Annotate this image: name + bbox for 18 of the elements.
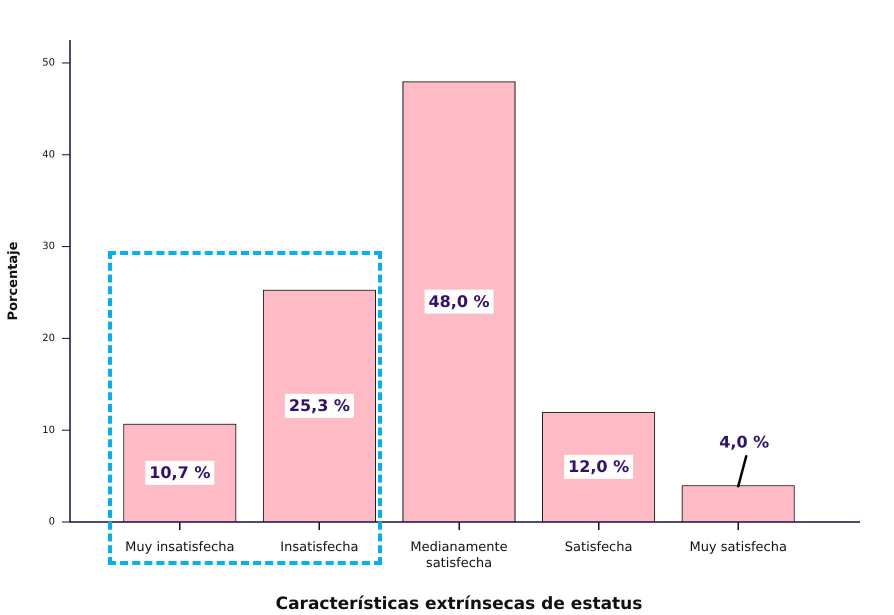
y-tick-label: 40 — [42, 149, 55, 160]
data-label: 25,3 % — [288, 396, 350, 416]
y-axis-title: Porcentaje — [6, 241, 22, 320]
data-label: 4,0 % — [719, 432, 770, 452]
y-tick-label: 20 — [42, 332, 55, 344]
data-label: 10,7 % — [149, 463, 210, 482]
x-tick-label: Muy insatisfecha — [125, 540, 234, 556]
x-tick-label: Medianamente satisfecha — [410, 540, 508, 571]
x-tick-label: Insatisfecha — [280, 540, 359, 556]
x-tick-label: Satisfecha — [564, 540, 632, 556]
x-axis-title: Características extrínsecas de estatus — [276, 594, 642, 614]
y-tick-label: 0 — [48, 516, 55, 528]
data-label: 12,0 % — [568, 457, 630, 476]
x-tick-label: Muy satisfecha — [689, 540, 787, 556]
y-tick-label: 50 — [42, 58, 55, 69]
data-label: 48,0 % — [428, 292, 490, 311]
y-tick-label: 10 — [42, 424, 55, 436]
y-tick-label: 30 — [42, 241, 55, 252]
